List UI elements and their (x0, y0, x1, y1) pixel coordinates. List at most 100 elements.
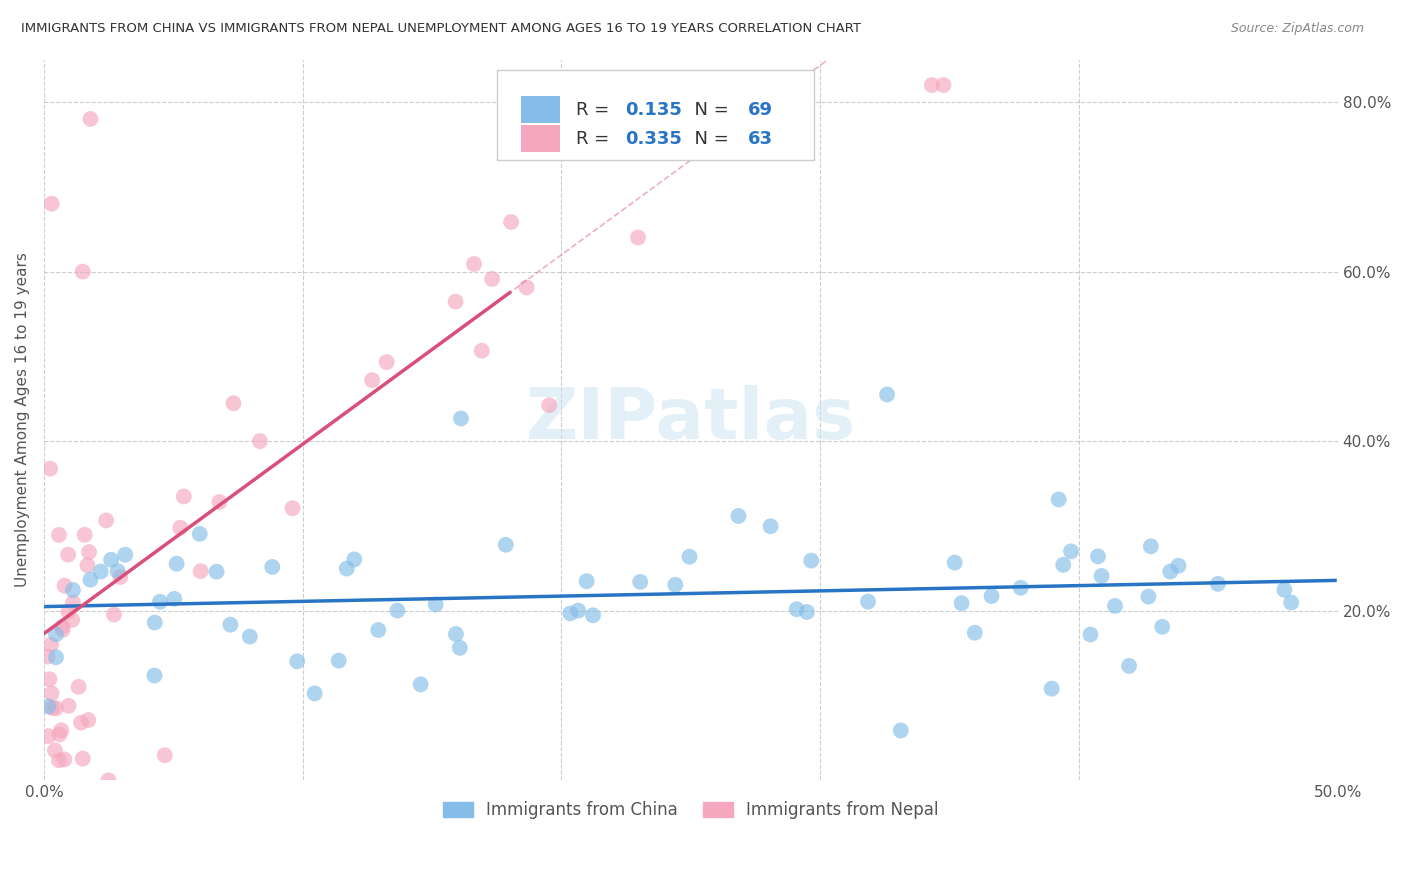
Point (58, 698, 80, 713)
Point (285, 654, 308, 668)
Point (166, 557, 188, 571)
Point (628, 574, 651, 589)
Point (450, 411, 472, 425)
Point (173, 490, 195, 504)
Point (560, 607, 582, 621)
Point (41, 701, 63, 715)
Point (890, 723, 912, 738)
Point (1152, 620, 1174, 634)
Point (1167, 558, 1189, 573)
Point (444, 627, 467, 641)
Point (1159, 565, 1181, 579)
Point (53, 752, 76, 766)
Point (1010, 581, 1032, 595)
Point (45, 627, 67, 641)
Point (149, 595, 172, 609)
Point (48, 753, 70, 767)
Point (48, 727, 70, 741)
Point (471, 343, 494, 358)
Point (90, 565, 112, 579)
Point (444, 294, 467, 309)
Text: R =: R = (575, 101, 614, 119)
Point (343, 552, 366, 566)
Point (79, 112, 101, 126)
Text: 63: 63 (748, 129, 773, 148)
Point (796, 605, 818, 619)
Point (856, 594, 879, 608)
Point (1060, 544, 1083, 558)
Point (1104, 599, 1126, 613)
Text: N =: N = (683, 129, 734, 148)
Point (100, 553, 122, 567)
Point (921, 78, 943, 92)
Text: R =: R = (575, 129, 614, 148)
Text: 69: 69 (748, 101, 773, 119)
Text: IMMIGRANTS FROM CHINA VS IMMIGRANTS FROM NEPAL UNEMPLOYMENT AMONG AGES 16 TO 19 : IMMIGRANTS FROM CHINA VS IMMIGRANTS FROM… (21, 22, 860, 36)
Point (114, 548, 136, 562)
Point (45, 650, 67, 665)
Point (567, 604, 589, 618)
Point (262, 560, 284, 574)
Point (143, 615, 166, 630)
Point (76, 558, 98, 573)
Point (39, 638, 62, 652)
Point (37, 729, 59, 743)
Point (1118, 659, 1140, 673)
Point (62, 596, 84, 610)
Point (96, 513, 118, 527)
Point (575, 574, 598, 589)
Point (72, 264, 94, 278)
Point (575, 133, 598, 147)
Point (449, 640, 471, 655)
Point (600, 125, 623, 139)
Point (678, 549, 700, 564)
Point (107, 564, 129, 578)
Point (1206, 577, 1229, 591)
Point (775, 78, 797, 92)
Point (169, 521, 191, 535)
Point (188, 527, 211, 541)
Y-axis label: Unemployment Among Ages 16 to 19 years: Unemployment Among Ages 16 to 19 years (15, 252, 30, 588)
Point (39, 461, 62, 475)
Text: N =: N = (683, 101, 734, 119)
Point (759, 519, 782, 533)
Point (205, 565, 228, 579)
Point (304, 686, 326, 700)
Point (163, 591, 186, 606)
FancyBboxPatch shape (496, 70, 814, 161)
Point (56, 548, 79, 562)
Point (51, 620, 73, 634)
Point (249, 434, 271, 448)
Point (463, 257, 485, 271)
Point (515, 280, 537, 294)
Point (51, 723, 73, 738)
Point (45, 701, 67, 715)
Point (627, 230, 650, 244)
Text: 0.335: 0.335 (624, 129, 682, 148)
Point (963, 625, 986, 640)
Point (41, 196, 63, 211)
Point (58, 604, 80, 618)
Point (239, 630, 262, 644)
Point (501, 215, 523, 229)
Text: 0.135: 0.135 (624, 101, 682, 119)
Point (741, 78, 763, 92)
Point (48, 528, 70, 542)
Point (980, 589, 1002, 603)
Point (97, 773, 120, 788)
Point (37, 649, 59, 664)
Point (60, 613, 83, 627)
Point (932, 78, 955, 92)
Point (41, 686, 63, 700)
Point (281, 501, 304, 516)
Point (336, 561, 359, 575)
Point (387, 604, 409, 618)
Point (67, 680, 90, 694)
Point (664, 578, 686, 592)
Point (38, 672, 60, 686)
Point (498, 120, 520, 134)
Legend: Immigrants from China, Immigrants from Nepal: Immigrants from China, Immigrants from N… (436, 795, 945, 826)
Point (190, 564, 212, 578)
Point (153, 748, 176, 763)
Point (219, 617, 242, 632)
